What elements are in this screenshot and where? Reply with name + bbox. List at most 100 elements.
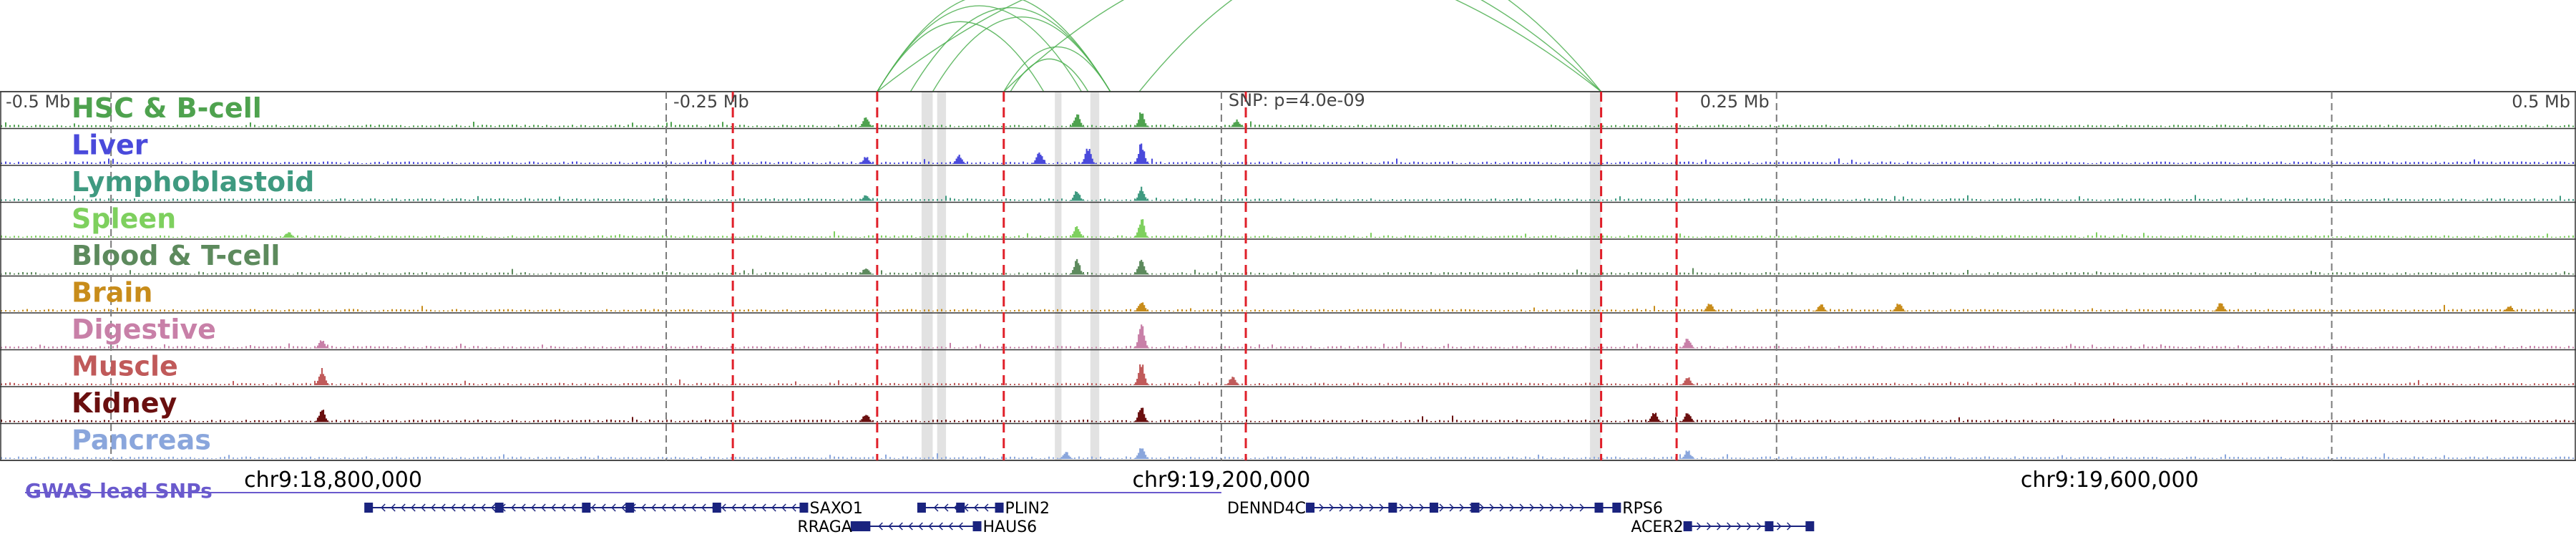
signal-peak [1133, 259, 1150, 275]
signal-baseline [1, 231, 2574, 238]
signal-peak [1679, 450, 1696, 459]
gene-exon [582, 503, 591, 513]
gene-rraga: RRAGA [797, 518, 867, 536]
track-brain [0, 275, 2576, 311]
track-lymphoblastoid [0, 165, 2576, 201]
signal-peak [858, 157, 874, 164]
gene-exon [917, 503, 926, 513]
chromatin-loops [877, 0, 1602, 92]
gene-saxo1: SAXO1 [364, 500, 863, 518]
signal-peak [1133, 324, 1150, 349]
loop-arc [1138, 0, 1602, 92]
signal-peak [2501, 306, 2517, 311]
track-pancreas [0, 422, 2576, 459]
signal-peak [1069, 114, 1085, 127]
gene-dennd4c: DENND4C [1227, 500, 1604, 518]
signal-baseline [1, 158, 2574, 164]
gwas-label: GWAS lead SNPs [25, 479, 213, 503]
strand-arrows [1319, 503, 1585, 512]
signal-peak [1646, 412, 1663, 422]
signal-baseline [1, 121, 2574, 127]
coordinate-label: chr9:19,600,000 [2021, 468, 2199, 493]
gene-label: DENND4C [1227, 500, 1306, 518]
signal-peak [1702, 304, 1718, 311]
signal-peak [1080, 148, 1096, 164]
signal-baseline [1, 342, 2574, 349]
loop-arc [877, 0, 1111, 92]
loop-arc [932, 16, 1111, 92]
distance-label: 0.5 Mb [2512, 92, 2570, 112]
track-spleen [0, 201, 2576, 238]
signal-peak [858, 195, 874, 201]
strand-arrows [1697, 522, 1792, 531]
guide-lines [110, 92, 2333, 460]
gene-exon [1805, 521, 1815, 531]
gene-exon [995, 503, 1004, 513]
snp-label: SNP: p=4.0e-09 [1229, 90, 1365, 110]
track-digestive [0, 312, 2576, 349]
track-label: Spleen [72, 203, 176, 235]
signal-peak [1133, 407, 1150, 422]
strand-arrows [878, 522, 963, 531]
gene-exon [625, 503, 635, 513]
signal-peak [280, 232, 297, 238]
gene-haus6: HAUS6 [862, 518, 1037, 536]
coordinate-axis: chr9:18,800,000 chr9:19,200,000 chr9:19,60… [244, 468, 2199, 493]
signal-peak [1133, 186, 1150, 201]
gene-exon [364, 503, 374, 513]
signal-baseline [1, 379, 2574, 385]
strand-arrows [933, 503, 989, 512]
gene-exon [972, 521, 982, 531]
gene-label: PLIN2 [1005, 500, 1050, 518]
signal-baseline [1, 453, 2574, 459]
gene-exon [1683, 521, 1692, 531]
gene-exon [1470, 503, 1480, 513]
signal-peak [1069, 258, 1085, 275]
signal-peak [1133, 364, 1150, 385]
gene-exon [956, 503, 965, 513]
signal-peak [1224, 377, 1241, 385]
track-kidney [0, 386, 2576, 422]
gene-exon [862, 521, 871, 531]
signal-peak [1133, 143, 1150, 164]
track-label: Lymphoblastoid [72, 166, 314, 198]
gene-exon [1612, 503, 1621, 513]
loop-arc [909, 6, 1111, 92]
loop-arc [1003, 46, 1111, 92]
signal-peak [1679, 377, 1696, 385]
track-label: HSC & B-cell [72, 92, 262, 124]
signal-peak [1133, 448, 1150, 459]
signal-peak [951, 154, 967, 164]
track-label: Pancreas [72, 425, 211, 456]
gene-exon [1594, 503, 1604, 513]
track-frame [0, 91, 2576, 461]
loop-arc [877, 0, 1602, 92]
gene-track: SAXO1 PLIN2 DENND4C RPS6 RRAGA HAUS6 ACER2 [364, 500, 1815, 536]
distance-label: -0.25 Mb [673, 92, 749, 112]
track-label: Digestive [72, 314, 216, 345]
signal-peak [313, 340, 331, 349]
track-label: Blood & T-cell [72, 240, 280, 271]
track-label: Brain [72, 277, 152, 309]
signal-peak [313, 368, 331, 385]
track-blood-t-cell [0, 238, 2576, 275]
gene-label: SAXO1 [809, 500, 862, 518]
signal-peak [858, 268, 874, 275]
track-label: Liver [72, 130, 148, 161]
track-label: Muscle [72, 351, 178, 382]
signal-peak [313, 410, 331, 422]
signal-peak [1069, 191, 1085, 201]
signal-baseline [1, 268, 2574, 275]
track-liver [0, 127, 2576, 164]
track-labels: -0.5 Mb -0.25 Mb 0.25 Mb 0.5 Mb SNP: p=4.0e-… [6, 90, 2570, 456]
signal-peak [2212, 303, 2229, 311]
gene-exon [494, 503, 504, 513]
gene-exon [712, 503, 721, 513]
track-muscle [0, 349, 2576, 385]
distance-label: 0.25 Mb [1700, 92, 1770, 112]
gene-label: RRAGA [797, 518, 852, 536]
loop-arc [1003, 0, 1602, 92]
signal-peak [1031, 153, 1048, 164]
signal-baseline [1, 304, 2574, 311]
